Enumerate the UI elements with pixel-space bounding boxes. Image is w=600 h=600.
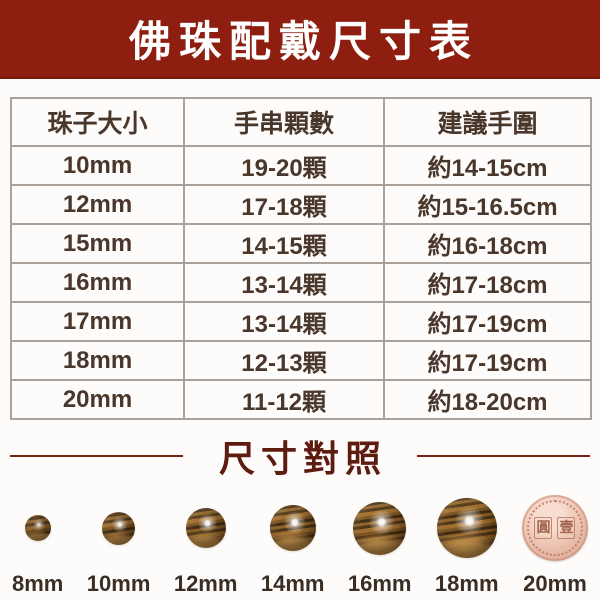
coin-image-20mm: 圓 壹: [521, 495, 588, 561]
bead-count-cell: 19-20顆: [183, 145, 385, 186]
bead-count-cell: 11-12顆: [183, 379, 385, 420]
bead-label: 16mm: [347, 571, 412, 596]
bead-size-cell: 15mm: [10, 223, 185, 264]
table-row: 10mm 19-20顆 約14-15cm: [10, 145, 592, 186]
table-header-row: 珠子大小 手串顆數 建議手圍: [10, 97, 592, 147]
column-header-bead-count: 手串顆數: [183, 97, 385, 147]
bead-count-cell: 14-15顆: [183, 223, 385, 264]
coin-inscription: 圓 壹: [522, 495, 588, 561]
bead-count-cell: 17-18顆: [183, 184, 385, 225]
bead-holder: [436, 492, 497, 564]
bead-count-cell: 13-14顆: [183, 262, 385, 303]
bead-label: 8mm: [12, 571, 64, 596]
page-title: 佛珠配戴尺寸表: [128, 20, 479, 66]
bead-label: 14mm: [260, 571, 325, 596]
table-row: 20mm 11-12顆 約18-20cm: [10, 379, 592, 420]
table-row: 15mm 14-15顆 約16-18cm: [10, 223, 592, 264]
wrist-size-cell: 約15-16.5cm: [383, 184, 592, 225]
table-row: 16mm 13-14顆 約17-18cm: [10, 262, 592, 303]
wrist-size-cell: 約17-19cm: [383, 301, 592, 342]
bead-item-18mm: 18mm: [435, 492, 499, 597]
comparison-heading-row: 尺寸對照: [10, 434, 591, 479]
wrist-size-cell: 約17-19cm: [383, 340, 592, 381]
bead-label: 12mm: [173, 571, 238, 596]
size-table: 珠子大小 手串顆數 建議手圍 10mm 19-20顆 約14-15cm 12mm…: [10, 97, 592, 420]
bead-count-cell: 12-13顆: [183, 340, 385, 381]
bead-item-10mm: 10mm: [86, 492, 151, 597]
bead-size-cell: 12mm: [10, 184, 185, 225]
bead-item-16mm: 16mm: [347, 492, 412, 597]
wooden-bead-image-10mm: [102, 511, 136, 545]
bead-holder: [24, 492, 51, 564]
bead-count-cell: 13-14顆: [183, 301, 385, 342]
coin-char-right: 壹: [557, 517, 576, 539]
wrist-size-cell: 約18-20cm: [383, 379, 592, 420]
table-row: 12mm 17-18顆 約15-16.5cm: [10, 184, 592, 225]
bead-size-cell: 10mm: [10, 145, 185, 186]
bead-holder: [269, 492, 316, 564]
divider-line-left: [10, 455, 183, 457]
bead-size-cell: 18mm: [10, 340, 185, 381]
header-bar: 佛珠配戴尺寸表: [0, 0, 600, 79]
comparison-heading: 尺寸對照: [219, 438, 388, 479]
wrist-size-cell: 約14-15cm: [383, 145, 592, 186]
bead-item-14mm: 14mm: [260, 492, 325, 597]
bead-holder: [353, 492, 407, 564]
wooden-bead-image-16mm: [353, 501, 407, 555]
bead-size-cell: 17mm: [10, 301, 185, 342]
bead-comparison-row: 8mm 10mm 12mm 14mm 16mm: [0, 492, 600, 597]
bead-label: 18mm: [434, 571, 499, 596]
column-header-bead-size: 珠子大小: [10, 97, 185, 147]
coin-item-20mm: 圓 壹 20mm: [521, 492, 588, 597]
wrist-size-cell: 約17-18cm: [383, 262, 592, 303]
bead-holder: [102, 492, 136, 564]
bead-item-12mm: 12mm: [173, 492, 238, 597]
bead-size-cell: 16mm: [10, 262, 185, 303]
bead-item-8mm: 8mm: [12, 492, 63, 597]
bead-size-cell: 20mm: [10, 379, 185, 420]
coin-rim-pattern: [526, 500, 583, 556]
wooden-bead-image-8mm: [24, 515, 51, 541]
table-row: 18mm 12-13顆 約17-19cm: [10, 340, 592, 381]
wooden-bead-image-14mm: [269, 505, 316, 551]
table-row: 17mm 13-14顆 約17-19cm: [10, 301, 592, 342]
bead-label: 20mm: [523, 571, 587, 596]
divider-line-right: [417, 455, 591, 457]
bead-holder: [185, 492, 226, 564]
bead-holder: 圓 壹: [521, 492, 588, 564]
bead-label: 10mm: [86, 571, 151, 596]
coin-char-left: 圓: [534, 517, 553, 539]
wooden-bead-image-12mm: [185, 508, 226, 548]
wrist-size-cell: 約16-18cm: [383, 223, 592, 264]
column-header-wrist-size: 建議手圍: [383, 97, 592, 147]
wooden-bead-image-18mm: [436, 498, 497, 558]
